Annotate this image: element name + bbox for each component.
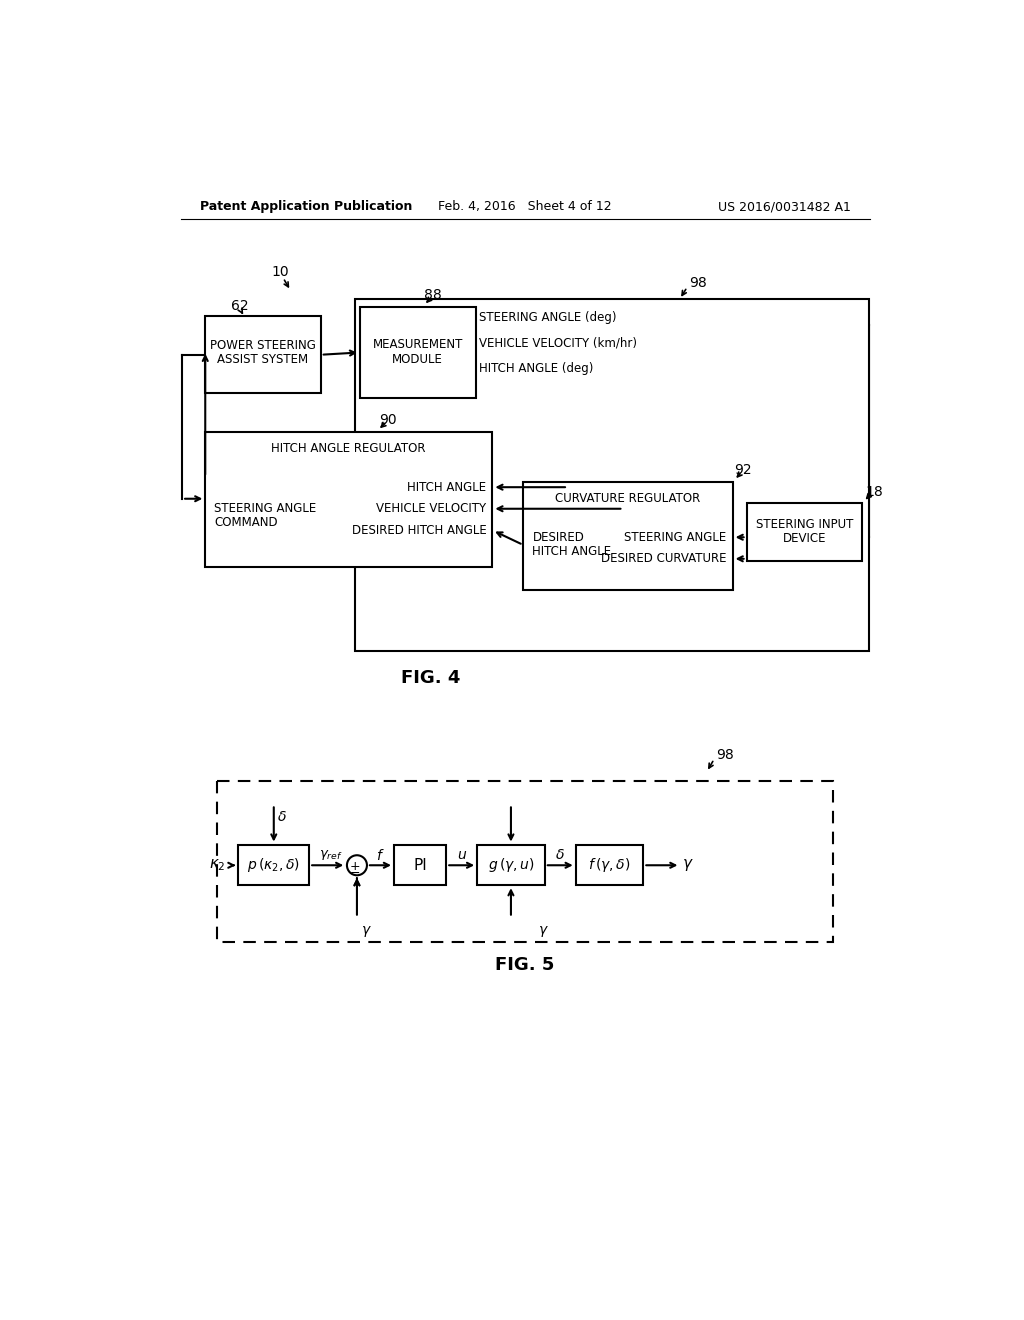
Text: US 2016/0031482 A1: US 2016/0031482 A1 xyxy=(718,201,851,214)
Bar xyxy=(523,482,733,590)
Text: VEHICLE VELOCITY: VEHICLE VELOCITY xyxy=(376,502,486,515)
Text: $\gamma$: $\gamma$ xyxy=(682,857,693,874)
Text: $\delta$: $\delta$ xyxy=(555,849,565,862)
Text: $\delta$: $\delta$ xyxy=(276,810,287,824)
Bar xyxy=(205,317,321,393)
Text: FIG. 4: FIG. 4 xyxy=(401,669,461,688)
Text: DEVICE: DEVICE xyxy=(782,532,826,545)
Text: COMMAND: COMMAND xyxy=(214,516,279,529)
Text: DESIRED CURVATURE: DESIRED CURVATURE xyxy=(601,552,727,565)
Text: $p\,(\kappa_2,\delta)$: $p\,(\kappa_2,\delta)$ xyxy=(247,857,300,874)
Text: $\gamma_{ref}$: $\gamma_{ref}$ xyxy=(318,849,343,862)
Text: STEERING INPUT: STEERING INPUT xyxy=(756,517,853,531)
Bar xyxy=(217,780,833,942)
Bar xyxy=(355,298,869,651)
Text: VEHICLE VELOCITY (km/hr): VEHICLE VELOCITY (km/hr) xyxy=(479,337,637,350)
Bar xyxy=(477,845,545,886)
Text: Patent Application Publication: Patent Application Publication xyxy=(200,201,413,214)
Text: −: − xyxy=(349,867,359,880)
Text: PI: PI xyxy=(414,858,427,873)
Text: 98: 98 xyxy=(689,276,707,290)
Text: DESIRED: DESIRED xyxy=(532,531,585,544)
Text: MODULE: MODULE xyxy=(392,352,443,366)
Text: $\gamma$: $\gamma$ xyxy=(360,924,372,939)
Text: 98: 98 xyxy=(716,748,733,762)
Text: STEERING ANGLE (deg): STEERING ANGLE (deg) xyxy=(479,312,616,325)
Text: $\gamma$: $\gamma$ xyxy=(538,924,549,939)
Bar xyxy=(360,308,475,397)
Text: Feb. 4, 2016   Sheet 4 of 12: Feb. 4, 2016 Sheet 4 of 12 xyxy=(438,201,611,214)
Text: ASSIST SYSTEM: ASSIST SYSTEM xyxy=(217,352,308,366)
Text: 90: 90 xyxy=(379,413,397,428)
Text: +: + xyxy=(349,861,360,874)
Bar xyxy=(575,845,643,886)
Text: CURVATURE REGULATOR: CURVATURE REGULATOR xyxy=(555,492,700,506)
Text: STEERING ANGLE: STEERING ANGLE xyxy=(625,531,727,544)
Text: STEERING ANGLE: STEERING ANGLE xyxy=(214,502,316,515)
Text: HITCH ANGLE: HITCH ANGLE xyxy=(532,545,611,557)
Text: $g\,(\gamma,u)$: $g\,(\gamma,u)$ xyxy=(487,857,535,874)
Text: $f\,(\gamma,\delta)$: $f\,(\gamma,\delta)$ xyxy=(588,857,631,874)
Text: HITCH ANGLE (deg): HITCH ANGLE (deg) xyxy=(479,362,594,375)
Text: 10: 10 xyxy=(271,265,289,280)
Text: $f$: $f$ xyxy=(376,847,384,863)
Bar xyxy=(394,845,446,886)
Bar xyxy=(239,845,309,886)
Text: $\kappa_2$: $\kappa_2$ xyxy=(209,858,226,873)
Text: 92: 92 xyxy=(734,463,752,478)
Text: $u$: $u$ xyxy=(457,849,467,862)
Text: POWER STEERING: POWER STEERING xyxy=(210,339,316,352)
Text: FIG. 5: FIG. 5 xyxy=(496,957,554,974)
Text: HITCH ANGLE: HITCH ANGLE xyxy=(408,480,486,494)
Text: DESIRED HITCH ANGLE: DESIRED HITCH ANGLE xyxy=(351,524,486,537)
Text: 62: 62 xyxy=(230,300,248,313)
Text: MEASUREMENT: MEASUREMENT xyxy=(373,338,463,351)
Text: HITCH ANGLE REGULATOR: HITCH ANGLE REGULATOR xyxy=(271,442,426,455)
Text: 18: 18 xyxy=(865,484,883,499)
Bar xyxy=(205,432,493,566)
Bar xyxy=(746,503,862,561)
Text: 88: 88 xyxy=(424,289,441,302)
